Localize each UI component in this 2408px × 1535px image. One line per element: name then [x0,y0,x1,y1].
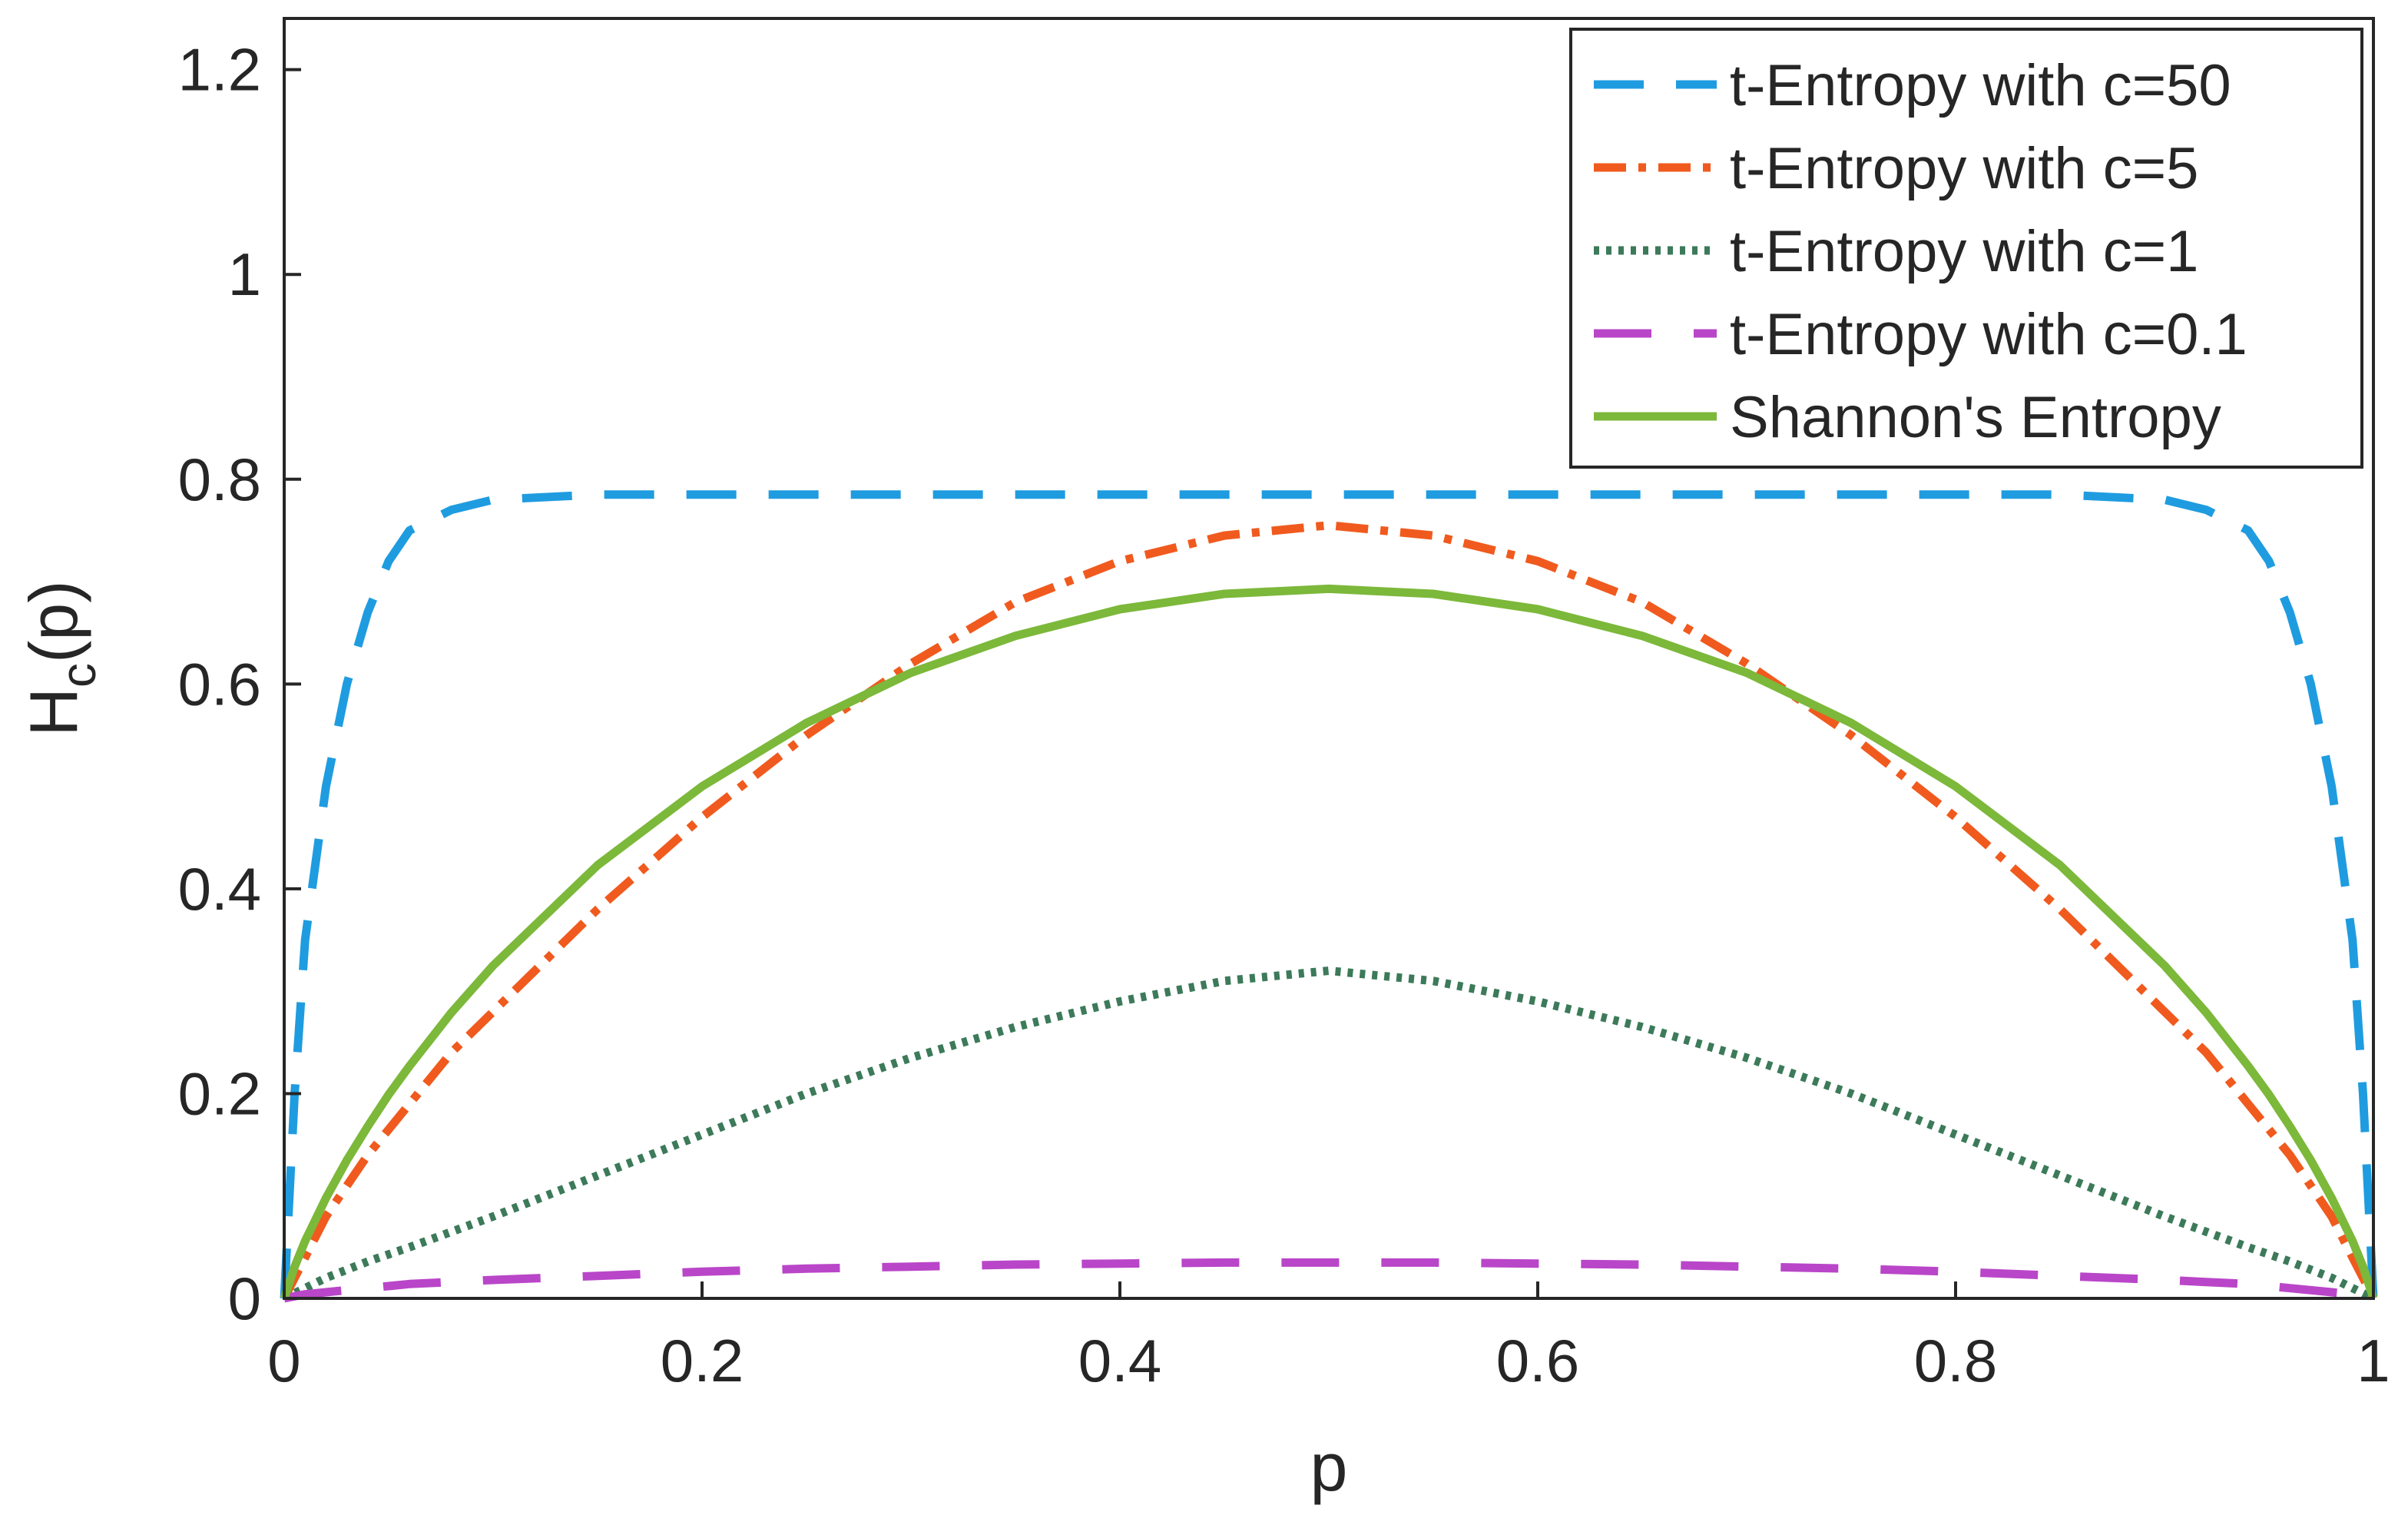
y-tick-label: 0.4 [178,855,261,923]
series-layer [280,490,2378,1303]
y-axis-label: Hc(p) [15,580,106,736]
legend-label: t-Entropy with c=1 [1730,219,2198,284]
plot-frame [283,17,2375,1300]
x-axis-label: p [1310,1429,1348,1505]
legend-label: t-Entropy with c=0.1 [1730,302,2247,367]
x-tick-label: 0 [267,1327,300,1394]
y-tick-label: 0.8 [178,446,261,513]
series-line-5 [280,584,2378,1300]
tick-layer: 0 0.2 0.4 0.6 0.8 1 0 0.2 0.4 0.6 0.8 1 1.2 [178,36,2390,1394]
legend-items: t-Entropy with c=50 t-Entropy with c=5 t-E… [1594,53,2247,450]
legend-label: t-Entropy with c=5 [1730,136,2198,201]
svg-text:Hc(p): Hc(p) [15,580,106,736]
y-tick-label: 0.2 [178,1059,261,1127]
legend-box [1569,28,2363,469]
x-tick-label: 1 [2357,1327,2390,1394]
y-axis-label-main: H [15,688,91,737]
x-tick-label: 0.2 [661,1327,744,1394]
y-tick-label: 1 [228,240,261,308]
x-tick-label: 0.6 [1496,1327,1579,1394]
x-tick-label: 0.4 [1078,1327,1161,1394]
x-tick-label: 0.8 [1914,1327,1997,1394]
y-axis-label-suffix: (p) [15,580,91,663]
y-tick-label: 1.2 [178,36,261,104]
legend: t-Entropy with c=50 t-Entropy with c=5 t-E… [1569,28,2363,469]
legend-label: Shannon's Entropy [1730,385,2221,450]
series-line-4 [283,1258,2375,1303]
legend-label: t-Entropy with c=50 [1730,53,2231,118]
y-tick-label: 0.6 [178,650,261,718]
series-line-3 [282,966,2376,1302]
y-axis-label-subscript: c [51,663,106,688]
y-tick-label: 0 [228,1265,261,1332]
